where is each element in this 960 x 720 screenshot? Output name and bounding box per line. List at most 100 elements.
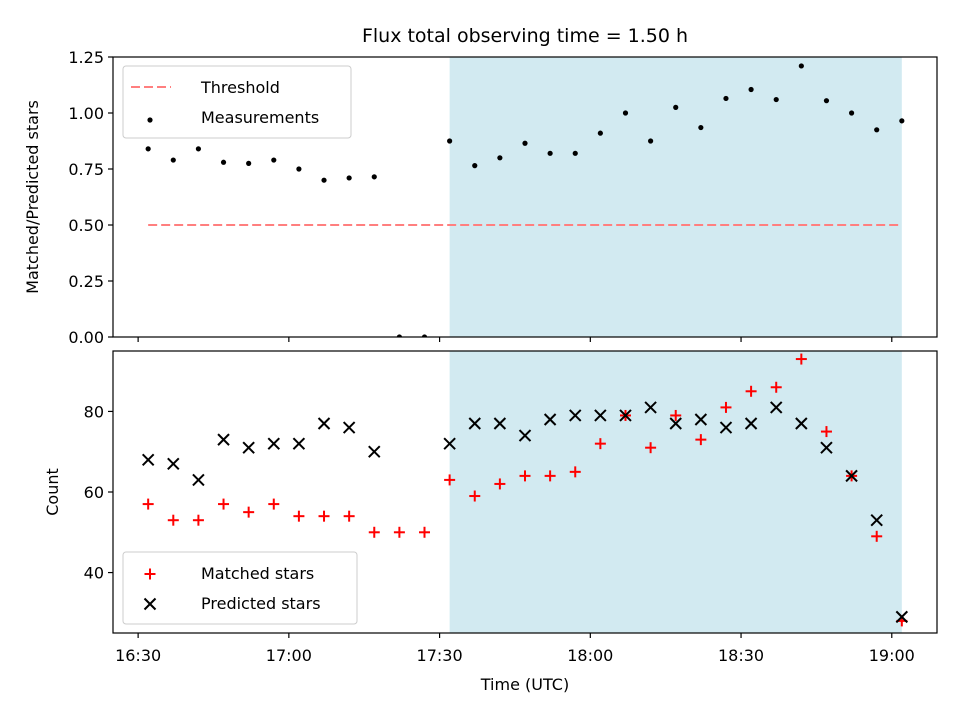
predicted-stars-point [719,421,733,434]
bottom-panel: 40 60 80 Count 16:30 17:00 17:30 18:00 18:30 19:0… [43,350,938,665]
predicted-stars-point [468,417,481,430]
measurements-point [447,138,453,144]
matched-stars-point [368,526,380,538]
shaded-interval-top [449,57,902,337]
matched-stars-point [444,474,456,486]
measurements-point [421,334,428,337]
measurements-point [271,157,277,163]
matched-stars-point [594,438,606,450]
matched-stars-point [871,530,883,542]
matched-stars-point [192,514,204,526]
x-tick-label: 17:30 [417,646,463,665]
predicted-stars-point [292,437,306,450]
measurements-point [396,334,402,337]
predicted-stars-point [619,409,632,422]
predicted-stars-point [342,421,356,434]
measurements-point [246,160,252,166]
measurements-point [371,174,377,180]
predicted-stars-point [569,409,582,422]
matched-stars-point [670,409,682,421]
predicted-stars-point [744,417,758,430]
matched-stars-point [544,470,556,482]
predicted-stars-point [594,409,607,422]
matched-stars-point [720,401,732,413]
predicted-stars-point [870,513,883,527]
legend-swatch-measurements [147,117,153,123]
x-tick-label: 19:00 [869,646,915,665]
measurements-point [648,138,654,144]
predicted-stars-point [694,413,708,426]
measurements-point [823,98,830,104]
measurements-point [698,124,704,131]
x-tick-label: 16:30 [115,646,161,665]
predicted-stars-point [368,445,381,458]
y-tick-label-top: 0.50 [68,216,104,235]
y-tick-label-top: 1.00 [68,104,104,123]
legend-label-measurements: Measurements [201,108,319,127]
matched-stars-point [820,426,832,438]
matched-stars-point [770,381,782,393]
top-panel: 0.00 0.25 0.50 0.75 1.00 1.25 Matched/Predicte… [23,48,938,347]
legend-label-threshold: Threshold [200,78,280,97]
measurements-point [321,177,327,183]
predicted-stars-point [192,473,205,487]
matched-stars-point [293,510,305,522]
predicted-stars-point [217,433,230,446]
matched-stars-point [268,498,280,510]
measurements-point [848,110,855,116]
measurements-point [346,175,352,181]
legend-bottom: Matched stars Predicted stars [122,551,358,625]
matched-stars-point [519,470,531,482]
predicted-stars-point [267,437,280,450]
y-tick-label-top: 1.25 [68,48,104,67]
x-axis-label: Time (UTC) [480,675,569,694]
axes-frame-top [112,56,938,338]
x-tick-label: 18:00 [567,646,613,665]
predicted-stars-point [820,441,833,454]
measurements-point [572,150,578,156]
chart-title: Flux total observing time = 1.50 h [362,25,688,47]
matched-stars-point [343,510,355,522]
predicted-stars-point [543,413,557,426]
measurements-point [798,63,804,69]
matched-stars-point [419,526,431,538]
measurements-point [773,96,779,103]
measurements-point [547,150,553,156]
predicted-stars-point [317,417,331,430]
y-axis-label-top: Matched/Predicted stars [23,100,42,294]
y-tick-label-bottom: 80 [84,402,104,421]
matched-stars-point [318,510,330,522]
measurements-point [296,166,302,172]
matched-stars-point [469,490,481,502]
shaded-interval-bottom [449,351,902,633]
x-tick-label: 17:00 [266,646,312,665]
matched-stars-point [745,385,757,397]
measurements-point [748,86,754,93]
matched-stars-point [393,526,405,538]
y-axis-label-bottom: Count [43,468,62,516]
y-tick-label-top: 0.75 [68,160,104,179]
predicted-stars-point [443,437,456,450]
predicted-stars-point [770,401,783,414]
measurements-point [673,104,679,110]
plot-area-bottom [141,353,909,627]
predicted-stars-point [141,453,155,466]
matched-stars-point [243,506,255,518]
y-tick-label-top: 0.00 [68,328,104,347]
matched-stars-point [142,498,154,510]
plot-area-top [145,63,905,337]
legend-top: Threshold Measurements [122,65,352,139]
predicted-stars-point [493,417,507,430]
predicted-stars-point [895,610,909,624]
matched-stars-point [218,498,230,510]
legend-box [122,65,352,139]
matched-stars-point [795,353,807,365]
measurements-point [622,110,629,116]
measurements-point [597,130,603,136]
measurements-point [723,95,729,102]
y-tick-label-top: 0.25 [68,272,104,291]
y-tick-label-bottom: 40 [84,564,104,583]
matched-stars-point [167,514,179,526]
predicted-stars-point [242,441,255,454]
measurements-point [522,140,528,146]
